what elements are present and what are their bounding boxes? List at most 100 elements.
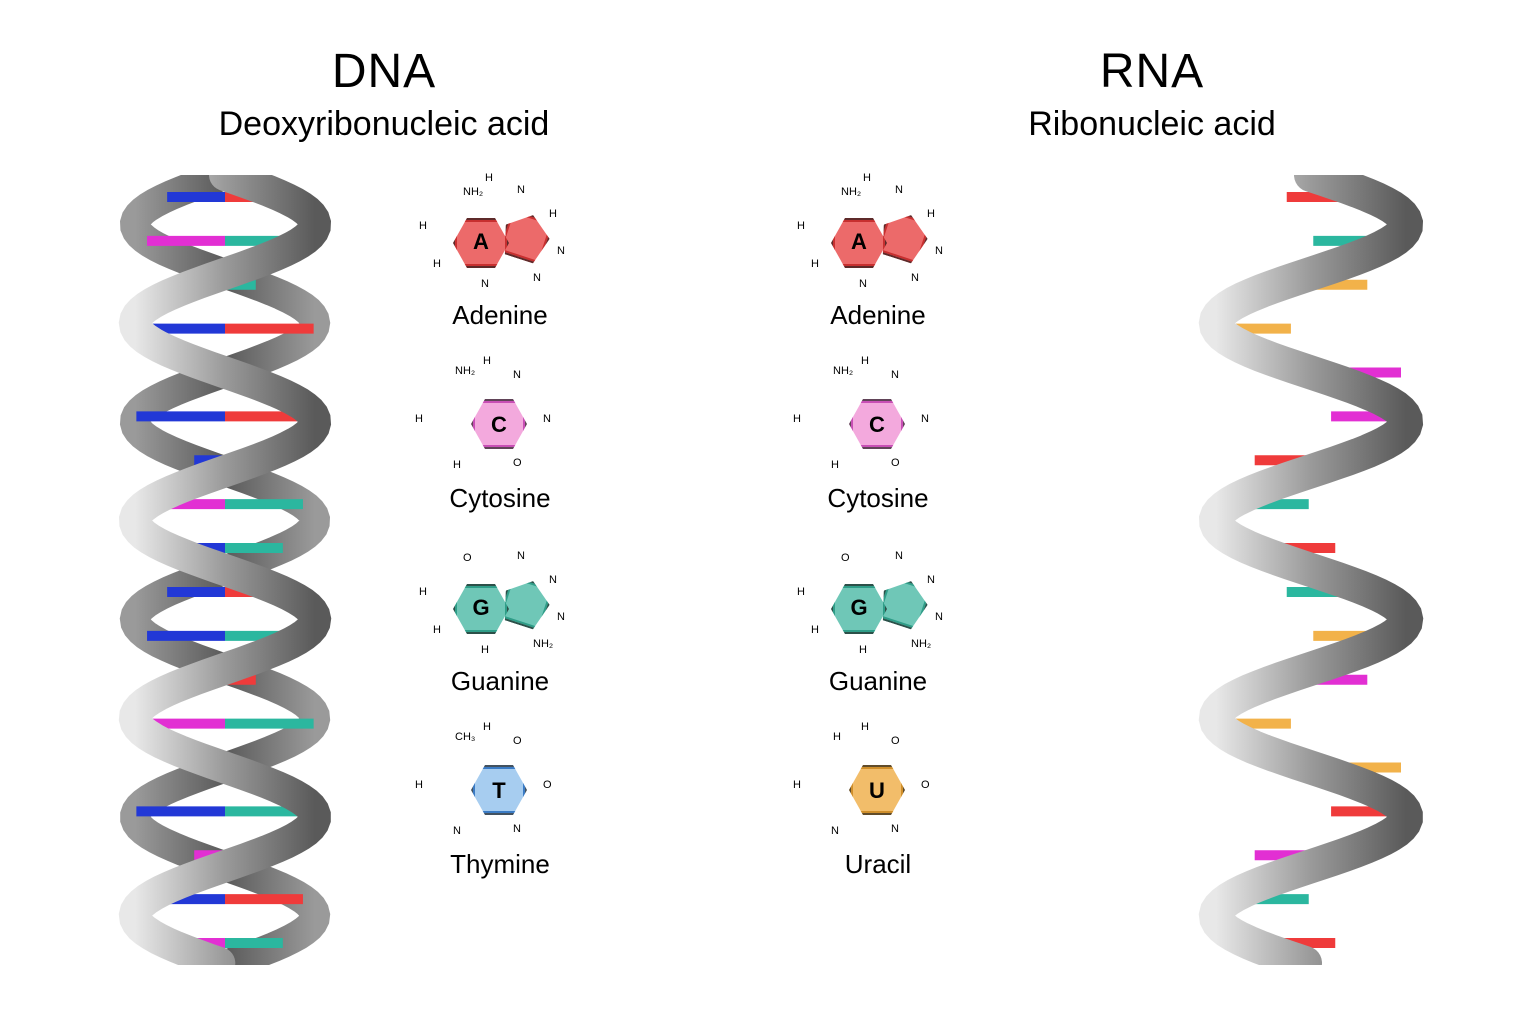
atom-label: NH₂ (533, 638, 553, 650)
atom-label: O (891, 735, 900, 747)
dna-base-adenine: ANH₂NHNNNHHHAdenine (400, 190, 600, 331)
cytosine-label: Cytosine (827, 483, 928, 514)
atom-label: H (433, 258, 441, 270)
atom-label: O (543, 779, 552, 791)
atom-label: O (921, 779, 930, 791)
atom-label: N (533, 272, 541, 284)
atom-label: NH₂ (911, 638, 931, 650)
dna-subtitle: Deoxyribonucleic acid (0, 105, 768, 144)
rna-title: RNA (768, 44, 1536, 99)
atom-label: H (797, 220, 805, 232)
atom-label: H (793, 779, 801, 791)
cytosine-label: Cytosine (449, 483, 550, 514)
atom-label: H (863, 172, 871, 184)
atom-label: N (911, 272, 919, 284)
adenine-molecule-icon: ANH₂NHNNNHHH (425, 190, 575, 290)
atom-label: N (543, 413, 551, 425)
atom-label: N (517, 184, 525, 196)
atom-label: H (485, 172, 493, 184)
atom-label: H (793, 413, 801, 425)
atom-label: N (891, 823, 899, 835)
atom-label: H (811, 258, 819, 270)
atom-label: H (861, 355, 869, 367)
adenine-molecule-icon: ANH₂NHNNNHHH (803, 190, 953, 290)
atom-label: O (513, 735, 522, 747)
uracil-molecule-icon: UHOONNHH (803, 739, 953, 839)
rna-base-adenine: ANH₂NHNNNHHHAdenine (778, 190, 978, 331)
atom-label: H (927, 208, 935, 220)
atom-label: H (419, 586, 427, 598)
atom-label: O (463, 552, 472, 564)
atom-label: H (811, 624, 819, 636)
uracil-label: Uracil (845, 849, 911, 880)
guanine-molecule-icon: GONNNNH₂HHH (803, 556, 953, 656)
atom-label: N (891, 369, 899, 381)
atom-label: N (935, 611, 943, 623)
adenine-label: Adenine (830, 300, 925, 331)
atom-label: N (513, 823, 521, 835)
atom-label: O (841, 552, 850, 564)
atom-label: H (419, 220, 427, 232)
atom-label: O (513, 457, 522, 469)
adenine-label: Adenine (452, 300, 547, 331)
cytosine-letter: C (869, 412, 885, 438)
atom-label: NH₂ (841, 186, 861, 198)
guanine-letter: G (850, 595, 867, 621)
cytosine-molecule-icon: CNH₂NNOHHH (803, 373, 953, 473)
atom-label: H (549, 208, 557, 220)
atom-label: N (921, 413, 929, 425)
atom-label: N (831, 825, 839, 837)
atom-label: H (453, 459, 461, 471)
atom-label: N (557, 245, 565, 257)
atom-label: NH₂ (455, 365, 475, 377)
atom-label: N (935, 245, 943, 257)
dna-helix (95, 175, 355, 965)
rna-base-list: ANH₂NHNNNHHHAdenineCNH₂NNOHHHCytosineGON… (778, 190, 978, 880)
cytosine-letter: C (491, 412, 507, 438)
thymine-letter: T (492, 778, 505, 804)
atom-label: N (481, 278, 489, 290)
rna-title-block: RNA Ribonucleic acid (768, 44, 1536, 144)
guanine-label: Guanine (829, 666, 927, 697)
cytosine-molecule-icon: CNH₂NNOHHH (425, 373, 575, 473)
atom-label: H (797, 586, 805, 598)
dna-base-guanine: GONNNNH₂HHHGuanine (400, 556, 600, 697)
guanine-molecule-icon: GONNNNH₂HHH (425, 556, 575, 656)
atom-label: N (453, 825, 461, 837)
dna-base-cytosine: CNH₂NNOHHHCytosine (400, 373, 600, 514)
dna-base-thymine: TCH₃OONNHHThymine (400, 739, 600, 880)
atom-label: H (415, 413, 423, 425)
atom-label: N (557, 611, 565, 623)
guanine-label: Guanine (451, 666, 549, 697)
atom-label: H (433, 624, 441, 636)
thymine-label: Thymine (450, 849, 550, 880)
atom-label: H (415, 779, 423, 791)
atom-label: N (895, 184, 903, 196)
rna-subtitle: Ribonucleic acid (768, 105, 1536, 144)
atom-label: NH₂ (463, 186, 483, 198)
atom-label: N (927, 574, 935, 586)
rna-helix (1181, 175, 1441, 965)
atom-label: N (517, 550, 525, 562)
dna-title: DNA (0, 44, 768, 99)
guanine-letter: G (472, 595, 489, 621)
atom-label: H (483, 721, 491, 733)
atom-label: H (831, 459, 839, 471)
atom-label: N (859, 278, 867, 290)
rna-base-cytosine: CNH₂NNOHHHCytosine (778, 373, 978, 514)
atom-label: O (891, 457, 900, 469)
uracil-letter: U (869, 778, 885, 804)
dna-base-list: ANH₂NHNNNHHHAdenineCNH₂NNOHHHCytosineGON… (400, 190, 600, 880)
adenine-letter: A (851, 229, 867, 255)
atom-label: H (861, 721, 869, 733)
atom-label: H (833, 731, 841, 743)
atom-label: CH₃ (455, 731, 475, 743)
atom-label: N (513, 369, 521, 381)
rna-base-guanine: GONNNNH₂HHHGuanine (778, 556, 978, 697)
dna-title-block: DNA Deoxyribonucleic acid (0, 44, 768, 144)
atom-label: N (549, 574, 557, 586)
thymine-molecule-icon: TCH₃OONNHH (425, 739, 575, 839)
atom-label: N (895, 550, 903, 562)
atom-label: H (483, 355, 491, 367)
dna-panel: DNA Deoxyribonucleic acid ANH₂NHNNNHHHAd… (0, 0, 768, 1024)
